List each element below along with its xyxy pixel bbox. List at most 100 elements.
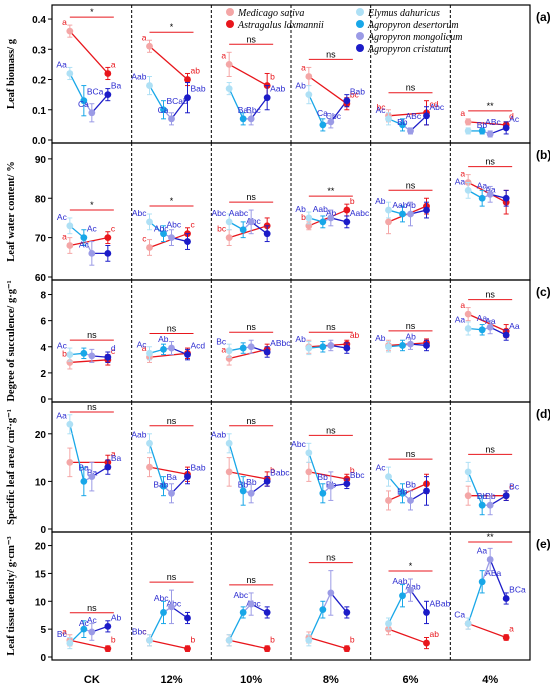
data-point (407, 210, 414, 218)
data-point (225, 636, 233, 644)
data-point (385, 497, 392, 504)
significance-letter: a (460, 108, 465, 118)
data-point (168, 115, 175, 123)
legend-label: Agropyron cristatum (367, 44, 451, 55)
data-point (184, 473, 191, 481)
y-tick-label: 80 (35, 194, 47, 205)
data-point (305, 214, 313, 222)
series-line (69, 424, 85, 482)
significance-letter: Abc (167, 220, 182, 230)
series-line (149, 352, 188, 358)
significance-letter: a (460, 300, 465, 310)
data-point (263, 478, 271, 485)
significance-letter: ABa (485, 568, 501, 578)
significance-letter: Ab (158, 334, 169, 344)
data-point (104, 353, 112, 361)
legend-label: Agropyron mongolicum (367, 32, 463, 43)
y-tick-label: 15 (35, 569, 47, 580)
data-point (160, 345, 167, 353)
data-point (88, 628, 96, 636)
significance-letter: Aab (392, 576, 407, 586)
data-point (239, 115, 247, 123)
data-point (66, 222, 74, 230)
significance-letter: Bab (350, 87, 365, 97)
significance-letter: Bb (246, 477, 257, 487)
significance-letter: a (62, 626, 67, 636)
y-tick-label: 2 (40, 369, 46, 380)
significance-letter: c (111, 346, 116, 356)
data-point (104, 70, 112, 77)
series-line (69, 236, 108, 247)
data-point (225, 468, 233, 476)
data-point (423, 112, 430, 120)
significance-mark: * (90, 7, 94, 17)
data-point (160, 609, 167, 616)
data-point (88, 473, 96, 481)
significance-letter: Abc (154, 224, 169, 234)
significance-letter: Acd (191, 341, 206, 351)
data-point (486, 130, 494, 138)
data-point (80, 625, 88, 633)
y-tick-label: 60 (35, 273, 47, 284)
series-line (170, 97, 189, 120)
significance-letter: Ba (167, 472, 178, 482)
data-point (247, 343, 255, 351)
significance-mark: ns (87, 603, 97, 613)
data-point (104, 234, 112, 242)
y-tick-label: 6 (40, 317, 46, 328)
significance-letter: ab (430, 629, 440, 639)
significance-letter: Cbc (326, 111, 342, 121)
data-point (486, 556, 494, 563)
data-point (343, 97, 351, 105)
data-point (305, 636, 313, 644)
panel-frame (51, 531, 531, 661)
series-line (171, 476, 188, 494)
significance-letter: Aa (477, 180, 488, 190)
data-point (327, 342, 335, 349)
significance-letter: a (221, 345, 226, 355)
significance-letter: d (509, 111, 514, 121)
significance-letter: Bc (509, 482, 520, 492)
data-point (239, 609, 247, 616)
significance-letter: Abc (291, 439, 306, 449)
series-line (410, 115, 427, 132)
data-point (385, 218, 392, 226)
x-axis-labels: CK 12% 10% 8% 6% 4% (84, 674, 498, 686)
data-point (168, 234, 175, 242)
panel-label: (d) (536, 407, 550, 421)
x-category-label: CK (84, 674, 100, 686)
panel-d: 0 10 20 Specific leaf area/ cm²·g⁻¹ (d) ns a Aa… (6, 401, 550, 536)
data-point (464, 127, 472, 135)
y-axis-label: Degree of succulence/ g·g⁻¹ (6, 280, 17, 401)
data-point (385, 473, 392, 481)
significance-letter: c (111, 224, 116, 234)
data-point (104, 463, 112, 471)
significance-letter: ab (191, 66, 201, 76)
series-line (228, 612, 244, 641)
significance-letter: Aa (56, 59, 67, 69)
significance-letter: Bb (406, 479, 417, 489)
series-line (467, 622, 507, 639)
significance-letter: Bb (397, 486, 408, 496)
significance-letter: b (270, 635, 275, 645)
significance-letter: Aab (131, 72, 146, 82)
legend-marker (356, 8, 364, 16)
data-point (168, 603, 175, 611)
significance-letter: b (270, 465, 275, 475)
significance-letter: b (350, 196, 355, 206)
series-line (308, 94, 324, 126)
data-point (399, 592, 406, 600)
significance-letter: Abc (132, 208, 147, 218)
series-line (308, 75, 348, 105)
significance-mark: ns (167, 572, 177, 582)
significance-letter: b (301, 212, 306, 222)
x-category-label: 12% (160, 674, 182, 686)
series-line (69, 30, 109, 74)
series-line (228, 63, 268, 87)
significance-letter: ABc (485, 117, 501, 127)
data-point (247, 600, 255, 608)
significance-letter: Aa (455, 314, 466, 324)
significance-mark: ns (406, 449, 416, 459)
data-point (160, 482, 167, 490)
significance-letter: d (111, 343, 116, 353)
